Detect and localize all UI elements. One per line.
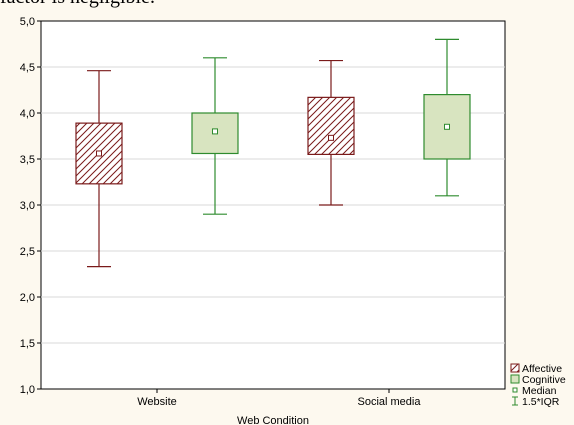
x-tick-label: Social media <box>358 396 422 408</box>
y-tick-label: 3,0 <box>20 200 35 212</box>
y-tick-label: 1,5 <box>20 338 35 350</box>
y-tick-label: 4,5 <box>20 62 35 74</box>
x-axis-title: Web Condition <box>237 415 309 425</box>
legend-label-1-5-iqr: 1.5*IQR <box>522 396 560 408</box>
page-header-text: factor is negligible. <box>0 0 574 8</box>
y-tick-label: 3,5 <box>20 154 35 166</box>
box-cognitive-website <box>191 57 239 215</box>
median-marker <box>212 128 218 135</box>
x-tick-label: Website <box>137 396 177 408</box>
box-cognitive-social-media <box>423 38 471 197</box>
legend-label-median: Median <box>522 385 557 397</box>
legend-label-cognitive: Cognitive <box>522 374 566 386</box>
y-tick-label: 2,5 <box>20 246 35 258</box>
y-tick-label: 4,0 <box>20 108 35 120</box>
legend-cognitive-swatch <box>510 374 520 384</box>
legend-affective-swatch <box>510 363 520 373</box>
legend-label-affective: Affective <box>522 363 562 375</box>
box-affective-website <box>75 70 123 268</box>
iqr-box <box>307 96 355 156</box>
y-tick-label: 1,0 <box>20 384 35 396</box>
box-affective-social-media <box>307 59 355 206</box>
median-marker <box>444 123 450 130</box>
legend-median-swatch <box>512 387 518 393</box>
median-marker <box>96 150 102 157</box>
median-marker <box>328 134 334 141</box>
y-tick-label: 5,0 <box>20 16 35 28</box>
y-tick-label: 2,0 <box>20 292 35 304</box>
